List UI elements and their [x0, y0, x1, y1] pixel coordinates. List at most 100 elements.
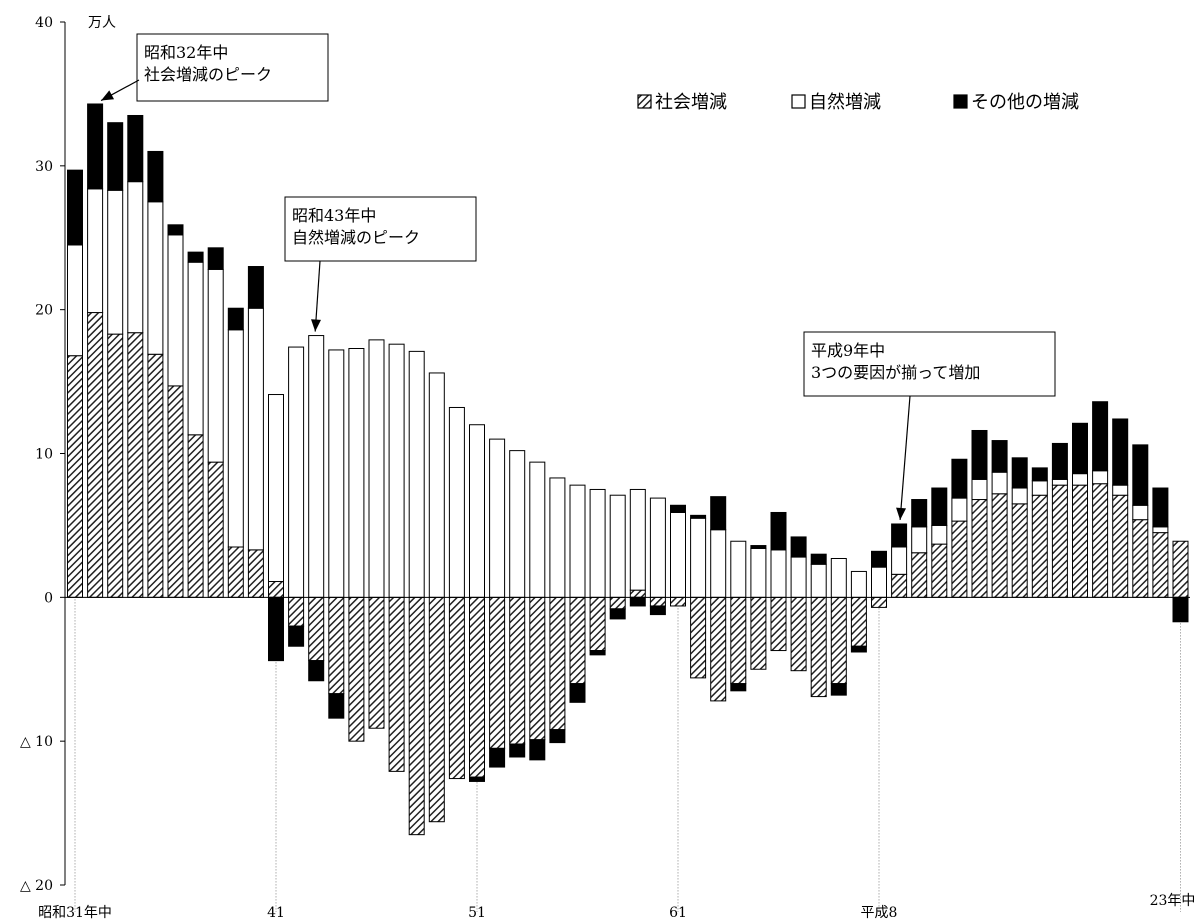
bar-natural [1031, 480, 1048, 496]
bar-natural [790, 556, 807, 598]
bar-social [1152, 532, 1169, 598]
bar-other [911, 499, 928, 528]
bar-other [1072, 422, 1088, 475]
bar-other [288, 625, 305, 647]
bar-social [408, 596, 425, 836]
bar-social [1092, 483, 1109, 598]
bar-other [1112, 418, 1129, 486]
bar-other [187, 251, 204, 263]
bar-natural [1152, 526, 1169, 534]
y-tick-label: △ 20 [20, 878, 53, 894]
bar-social [991, 493, 1008, 598]
bar-social [308, 596, 325, 662]
bar-natural [87, 188, 104, 314]
bar-other [871, 550, 887, 568]
annotation-text: 3つの要因が揃って増加 [811, 363, 980, 382]
bar-other [750, 545, 767, 549]
bar-natural [1112, 484, 1129, 496]
bar-natural [609, 494, 626, 598]
bar-other [1152, 487, 1169, 528]
bar-social [649, 596, 666, 607]
bar-other [670, 504, 686, 513]
bar-social [690, 596, 707, 679]
bars [67, 103, 1189, 836]
bar-other [589, 650, 606, 656]
bar-social [1112, 494, 1129, 598]
bar-other [509, 743, 526, 758]
annotation-arrowhead [101, 90, 115, 101]
bar-other [247, 266, 264, 309]
bar-natural [951, 497, 968, 522]
annotation-box [803, 331, 1056, 397]
bar-social [790, 596, 807, 672]
bar-social [730, 596, 747, 685]
annotation-text: 社会増減のピーク [144, 65, 272, 84]
bar-other [649, 605, 666, 616]
bar-social [529, 596, 546, 741]
bar-other [850, 645, 867, 653]
bar-natural [428, 372, 445, 598]
bar-social [951, 520, 968, 598]
bar-social [850, 596, 867, 647]
x-tick-label: 41 [267, 905, 285, 920]
bar-other [931, 487, 948, 526]
bar-natural [247, 307, 264, 551]
bar-social [127, 332, 144, 598]
annotation-text: 自然増減のピーク [292, 228, 420, 247]
bar-social [87, 312, 104, 598]
bar-natural [448, 406, 465, 598]
bar-natural [549, 477, 566, 598]
bar-other [127, 114, 144, 183]
bar-social [1172, 540, 1189, 598]
bar-social [147, 353, 164, 598]
bar-other [529, 739, 546, 761]
x-tick-label: 平成8 [861, 905, 898, 920]
x-tick-lines [74, 599, 1181, 912]
bar-social [830, 596, 847, 685]
bar-natural [107, 189, 124, 335]
bar-natural [810, 563, 827, 598]
annotation-box [284, 196, 477, 262]
bar-social [388, 596, 405, 772]
annotation-text: 昭和43年中 [292, 206, 376, 225]
bar-natural [569, 484, 586, 598]
y-tick-label: △ 10 [20, 734, 53, 750]
bar-natural [891, 546, 908, 575]
bar-other [971, 429, 988, 480]
legend-label: 社会増減 [655, 92, 727, 113]
bar-other [87, 103, 104, 190]
bar-other [891, 523, 908, 548]
legend: 社会増減 自然増減 その他の増減 [637, 92, 1079, 113]
legend-item: 社会増減 [637, 92, 727, 113]
bar-social [247, 549, 264, 598]
bar-other [609, 608, 626, 620]
bar-other [147, 150, 164, 203]
bar-social [187, 434, 204, 598]
bar-social [107, 333, 124, 598]
x-tick-label: 23年中 [1150, 893, 1196, 909]
bar-natural [167, 234, 184, 387]
bar-other [328, 693, 345, 719]
bar-natural [288, 346, 305, 598]
bar-other [569, 683, 586, 703]
bar-social [810, 596, 827, 698]
bar-natural [649, 497, 666, 598]
bar-other [770, 511, 787, 551]
bar-other [107, 122, 124, 191]
bar-social [609, 596, 626, 610]
x-tick-label: 51 [468, 905, 486, 920]
bar-social [589, 596, 606, 652]
bar-natural [509, 450, 526, 598]
bar-other [991, 440, 1008, 473]
bar-natural [67, 244, 83, 357]
bar-natural [328, 349, 345, 598]
unit-label: 万人 [88, 15, 116, 31]
bar-social [750, 596, 767, 670]
bar-natural [1011, 487, 1028, 505]
bar-social [971, 499, 988, 598]
bar-social [891, 573, 908, 598]
bar-social [629, 589, 646, 598]
